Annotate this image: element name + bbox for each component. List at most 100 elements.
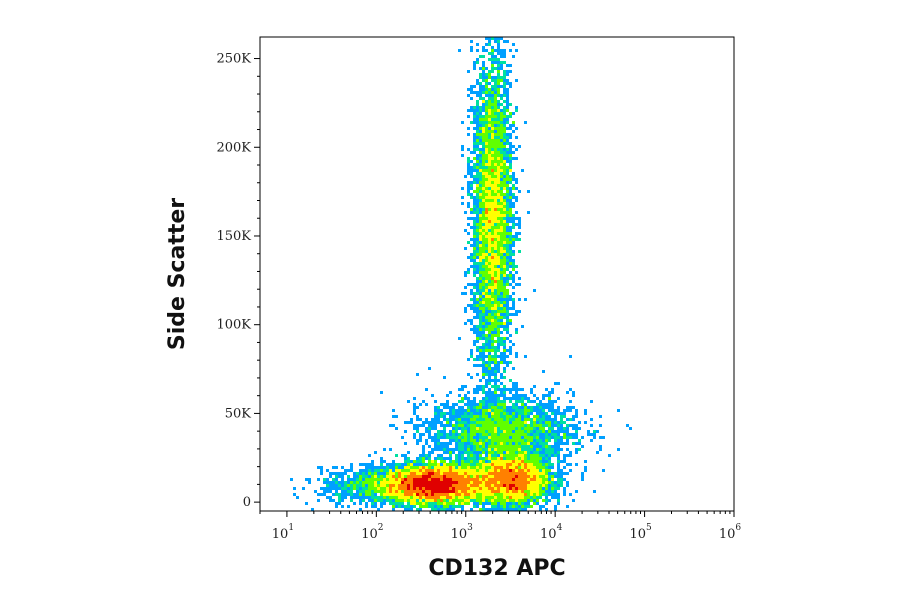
density-cell: [461, 436, 464, 439]
density-cell: [437, 445, 440, 448]
density-cell: [599, 445, 602, 448]
density-cell: [425, 472, 428, 475]
density-cell: [512, 193, 515, 196]
x-tick-label: 106: [719, 523, 742, 542]
density-cell: [332, 472, 335, 475]
density-cell: [416, 439, 419, 442]
density-cell: [491, 448, 494, 451]
density-cell: [479, 328, 482, 331]
density-cell: [527, 406, 530, 409]
density-cell: [473, 175, 476, 178]
density-cell: [494, 40, 497, 43]
density-cell: [485, 367, 488, 370]
x-tick-base: 10: [272, 527, 289, 542]
density-cell: [488, 496, 491, 499]
density-cell: [419, 496, 422, 499]
density-cell: [413, 505, 416, 508]
density-cell: [347, 505, 350, 508]
density-cell: [506, 406, 509, 409]
density-cell: [431, 490, 434, 493]
density-cell: [452, 424, 455, 427]
density-cell: [476, 337, 479, 340]
density-cell: [500, 229, 503, 232]
density-cell: [497, 70, 500, 73]
density-cell: [365, 466, 368, 469]
density-cell: [533, 499, 536, 502]
density-cell: [326, 490, 329, 493]
density-cell: [497, 67, 500, 70]
density-cell: [353, 487, 356, 490]
density-cell: [491, 310, 494, 313]
density-cell: [350, 469, 353, 472]
density-cell: [491, 445, 494, 448]
density-cell: [494, 340, 497, 343]
density-cell: [488, 190, 491, 193]
density-cell: [458, 463, 461, 466]
density-cell: [566, 418, 569, 421]
density-cell: [476, 430, 479, 433]
density-cell: [479, 118, 482, 121]
density-cell: [488, 424, 491, 427]
density-cell: [545, 436, 548, 439]
density-cell: [494, 37, 497, 40]
density-cell: [524, 433, 527, 436]
density-cell: [494, 475, 497, 478]
density-cell: [524, 454, 527, 457]
density-cell: [533, 430, 536, 433]
density-cell: [524, 487, 527, 490]
density-cell: [494, 160, 497, 163]
density-cell: [485, 436, 488, 439]
density-cell: [440, 445, 443, 448]
density-cell: [503, 73, 506, 76]
density-cell: [506, 73, 509, 76]
density-cell: [485, 403, 488, 406]
density-cell: [485, 478, 488, 481]
density-cell: [518, 451, 521, 454]
density-cell: [512, 457, 515, 460]
density-cell: [494, 439, 497, 442]
density-cell: [473, 238, 476, 241]
density-cell: [530, 490, 533, 493]
density-cell: [488, 121, 491, 124]
density-cell: [491, 142, 494, 145]
density-cell: [488, 133, 491, 136]
density-cell: [413, 424, 416, 427]
density-cell: [467, 157, 470, 160]
density-cell: [476, 100, 479, 103]
density-cell: [428, 424, 431, 427]
density-cell: [317, 493, 320, 496]
density-cell: [494, 148, 497, 151]
density-cell: [530, 493, 533, 496]
density-cell: [485, 76, 488, 79]
density-cell: [488, 292, 491, 295]
density-cell: [479, 427, 482, 430]
density-cell: [467, 319, 470, 322]
density-cell: [485, 304, 488, 307]
density-cell: [485, 259, 488, 262]
density-cell: [524, 394, 527, 397]
density-cell: [551, 391, 554, 394]
density-cell: [425, 481, 428, 484]
density-cell: [470, 319, 473, 322]
density-cell: [482, 370, 485, 373]
density-cell: [428, 454, 431, 457]
density-cell: [494, 142, 497, 145]
density-cell: [485, 250, 488, 253]
density-cell: [497, 289, 500, 292]
density-cell: [488, 403, 491, 406]
density-cell: [428, 451, 431, 454]
density-cell: [455, 478, 458, 481]
density-cell: [515, 454, 518, 457]
density-cell: [491, 235, 494, 238]
density-cell: [488, 415, 491, 418]
density-cell: [506, 136, 509, 139]
density-cell: [527, 415, 530, 418]
density-cell: [479, 415, 482, 418]
density-cell: [467, 424, 470, 427]
density-cell: [551, 463, 554, 466]
density-cell: [491, 421, 494, 424]
density-cell: [431, 427, 434, 430]
density-cell: [581, 475, 584, 478]
density-cell: [440, 415, 443, 418]
density-cell: [497, 277, 500, 280]
